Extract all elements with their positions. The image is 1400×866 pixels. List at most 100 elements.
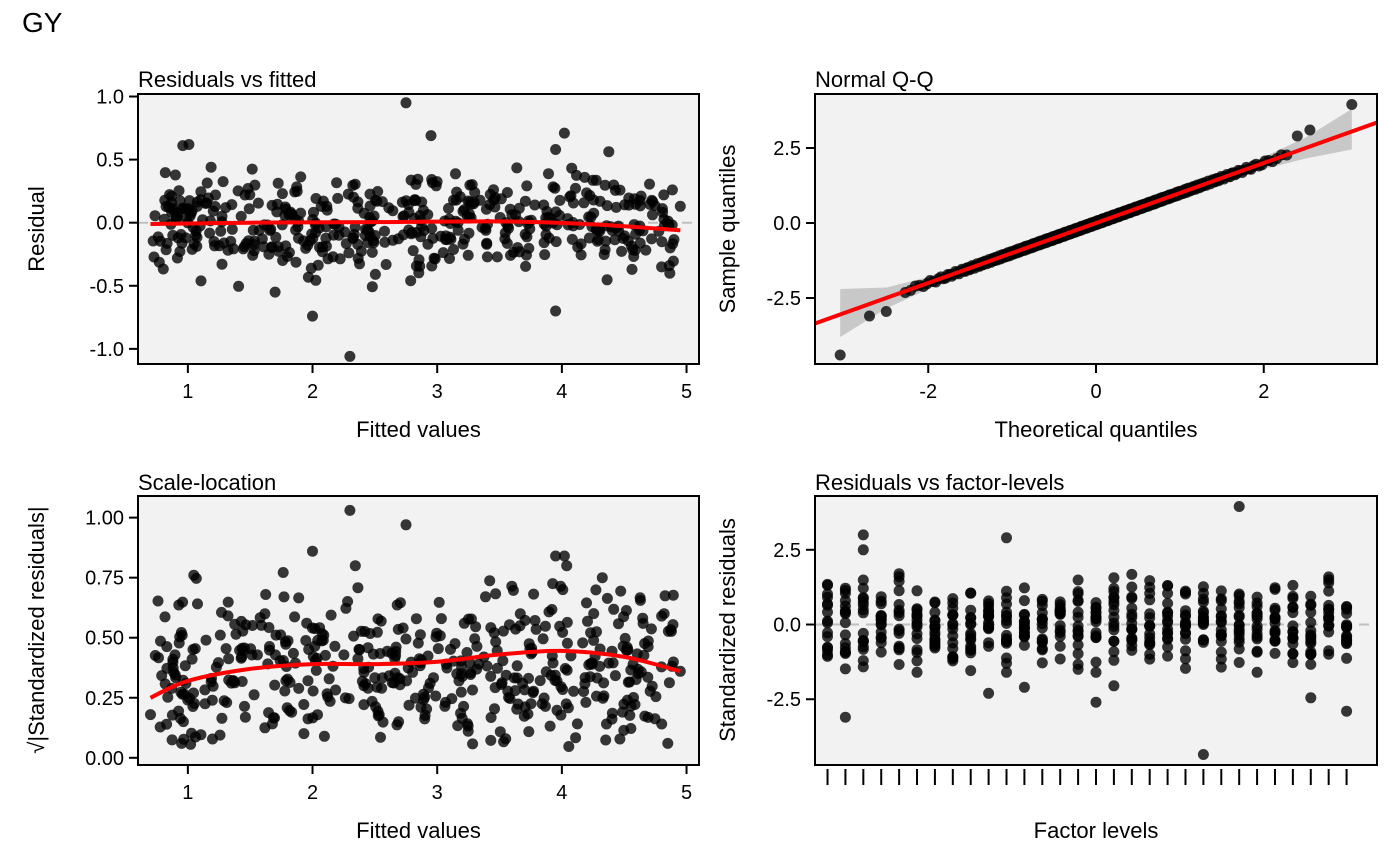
rvf-point [327,251,339,263]
rvf-point [656,236,668,248]
rvf-point [480,203,492,215]
sl-point [199,684,211,696]
rfl-point [1215,653,1227,665]
rfl-point [1269,635,1281,647]
rvf-point [352,252,364,264]
sl-point [364,628,376,639]
rvf-point [252,197,264,209]
rfl-point [1090,696,1102,708]
qq-point [880,306,892,317]
sl-point [159,611,171,623]
rvf-point [209,201,221,212]
rfl-point [1341,652,1353,664]
rfl-point [839,638,851,649]
rvf-point [361,224,373,236]
rfl-title: Residuals vs factor-levels [815,470,1064,495]
sl-x-tick-label: 2 [307,782,318,804]
sl-smooth-line [149,648,681,700]
rfl-point [1126,608,1138,620]
rfl-point [1162,607,1174,619]
sl-y-label: √|Standardized residuals| [24,506,49,753]
rfl-point [1341,705,1353,717]
rvf-point [558,127,570,139]
rfl-point [839,648,851,659]
rfl-point [1162,641,1174,653]
panel-normal-qq: Normal Q-Q -2 0 2 -2.5 0.0 2.5 Theoretical q… [715,67,1378,442]
rfl-point [1162,628,1174,639]
rvf-point [448,244,459,255]
rfl-point [893,585,905,597]
rvf-point [300,242,312,254]
sl-point [307,545,318,557]
rfl-frame [814,495,1378,766]
rvf-point [272,177,284,189]
sl-point [279,685,291,697]
rvf-point [520,260,532,272]
sl-point [318,730,330,742]
rvf-point [243,235,255,247]
rfl-point [1233,590,1245,602]
sl-point [240,619,252,631]
sl-point [393,716,405,728]
sl-point [608,603,620,615]
rfl-point [1305,648,1317,660]
rfl-point [1144,612,1156,624]
sl-point [358,680,370,692]
rvf-point [217,176,229,188]
sl-point [400,633,412,645]
rfl-point [839,663,851,675]
sl-point [352,653,364,665]
rvf-point [491,251,503,263]
rfl-point [1144,632,1156,644]
rfl-point [1287,601,1299,613]
rvf-point [216,210,228,222]
sl-point [251,649,263,661]
rvf-point [310,227,322,239]
sl-point [618,724,630,736]
sl-point [561,637,573,649]
rfl-point [1090,656,1102,668]
rvf-x-axis: 1 2 3 4 5 [182,364,692,403]
sl-point [428,672,439,684]
sl-point [259,608,271,620]
sl-point [338,649,350,661]
sl-point [570,732,582,744]
rfl-point [1001,629,1012,641]
sl-point [560,698,572,710]
rvf-y-label: Residual [24,186,49,272]
rfl-point [911,644,923,656]
sl-x-tick-label: 4 [556,782,567,804]
rfl-point [929,596,941,608]
sl-point [236,642,248,654]
sl-point [603,657,615,669]
rfl-point [1180,609,1191,621]
rfl-point [1269,647,1281,659]
rfl-point [839,629,851,641]
rvf-point [152,231,164,243]
rfl-point [1108,635,1120,647]
sl-point [239,711,251,723]
rfl-point [1323,645,1335,657]
rvf-x-label: Fitted values [356,417,481,442]
sl-point [307,651,319,663]
sl-point [563,741,575,752]
sl-point [410,692,421,704]
sl-point [581,597,592,609]
sl-point [298,728,310,740]
rvf-title: Residuals vs fitted [138,67,317,92]
rvf-point [529,199,541,211]
rvf-point [429,253,441,265]
sl-point [523,726,535,738]
rfl-point [1251,610,1263,622]
rvf-point [290,224,302,236]
sl-point [216,606,227,618]
rfl-point [839,711,851,723]
sl-point [162,691,174,703]
sl-point [449,638,461,650]
rvf-point [550,206,562,218]
sl-point [192,598,203,610]
rfl-point [1233,501,1245,512]
sl-point [176,737,188,749]
sl-point [484,575,496,587]
rfl-point [1180,628,1191,640]
